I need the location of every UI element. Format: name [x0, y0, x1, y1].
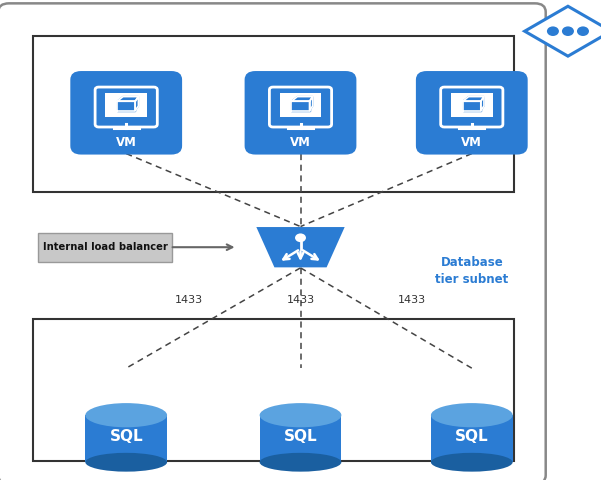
Ellipse shape [431, 403, 513, 427]
Polygon shape [481, 96, 484, 111]
Ellipse shape [260, 403, 341, 427]
Bar [260, 415, 341, 462]
Polygon shape [291, 96, 313, 101]
Bar [279, 93, 322, 117]
Polygon shape [525, 6, 601, 56]
Text: VM: VM [462, 136, 482, 149]
Polygon shape [117, 96, 138, 101]
FancyBboxPatch shape [416, 71, 528, 155]
Ellipse shape [85, 403, 167, 427]
FancyBboxPatch shape [441, 87, 503, 127]
FancyBboxPatch shape [269, 87, 332, 127]
Text: 1433: 1433 [175, 295, 203, 305]
Polygon shape [291, 101, 310, 111]
Bar [85, 415, 167, 462]
Text: 1433: 1433 [287, 295, 314, 305]
Circle shape [547, 26, 559, 36]
Polygon shape [135, 96, 138, 111]
Polygon shape [310, 96, 313, 111]
Text: VM: VM [116, 136, 136, 149]
Text: Internal load balancer: Internal load balancer [43, 242, 168, 252]
Circle shape [562, 26, 574, 36]
Text: VM: VM [290, 136, 311, 149]
Polygon shape [257, 227, 345, 267]
FancyBboxPatch shape [38, 233, 172, 262]
Text: SQL: SQL [284, 429, 317, 444]
FancyBboxPatch shape [95, 87, 157, 127]
Bar [33, 319, 514, 461]
Text: SQL: SQL [109, 429, 143, 444]
FancyBboxPatch shape [0, 3, 546, 480]
Polygon shape [117, 101, 135, 111]
Circle shape [295, 233, 306, 242]
Text: 1433: 1433 [398, 295, 426, 305]
Bar [105, 93, 147, 117]
Ellipse shape [260, 453, 341, 472]
FancyBboxPatch shape [245, 71, 356, 155]
Bar [451, 93, 493, 117]
Bar [33, 36, 514, 192]
Ellipse shape [431, 453, 513, 472]
Polygon shape [463, 101, 481, 111]
Ellipse shape [85, 453, 167, 472]
Text: SQL: SQL [455, 429, 489, 444]
Text: Database
tier subnet: Database tier subnet [435, 256, 508, 286]
Polygon shape [463, 96, 484, 101]
FancyBboxPatch shape [70, 71, 182, 155]
Bar [431, 415, 513, 462]
Circle shape [577, 26, 589, 36]
